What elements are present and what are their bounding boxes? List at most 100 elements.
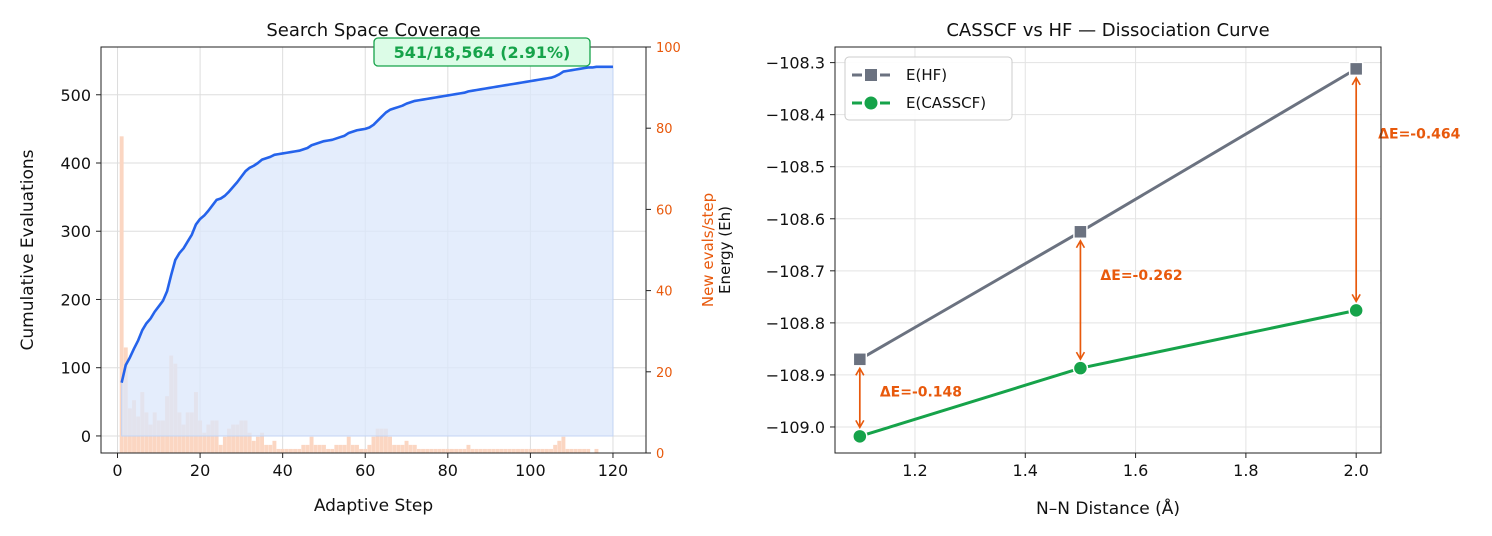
new-evals-bar [499,448,504,453]
new-evals-bar [561,436,566,453]
y2-tick-label: 20 [656,366,673,381]
new-evals-bar [404,440,409,453]
new-evals-bar [363,448,368,453]
x-tick-label: 1.4 [1013,461,1038,480]
y-tick-label: 400 [60,154,91,173]
x-tick-label: 80 [438,461,458,480]
new-evals-bar [383,428,388,453]
new-evals-bar [321,444,326,453]
y2-tick-label: 0 [656,447,664,462]
new-evals-bar [148,424,153,453]
y-tick-label: 0 [81,427,91,446]
new-evals-bar [416,448,421,453]
y-tick-label: 200 [60,290,91,309]
new-evals-bar [466,444,471,453]
y-tick-label: −108.3 [766,54,825,73]
dissociation-title: CASSCF vs HF — Dissociation Curve [946,20,1269,41]
x-tick-label: 60 [355,461,375,480]
x-tick-label: 1.8 [1233,461,1258,480]
new-evals-bar [549,448,553,453]
new-evals-bar [255,436,260,453]
delta-e-label: ΔE=-0.262 [1100,268,1182,284]
coverage-x-label: Adaptive Step [314,496,433,516]
new-evals-bar [288,448,293,453]
new-evals-bar [305,444,310,453]
new-evals-bar [594,448,599,453]
new-evals-bar [408,444,413,453]
new-evals-bar [293,448,298,453]
new-evals-bar [540,448,545,453]
new-evals-bar [462,448,467,453]
new-evals-bar [181,424,186,453]
new-evals-bar [239,420,244,453]
new-evals-bar [511,448,516,453]
new-evals-bar [260,432,264,453]
x-tick-label: 100 [515,461,546,480]
casscf-point [1348,302,1364,319]
y2-tick-label: 40 [656,285,673,300]
new-evals-bar [536,448,541,453]
coverage-chart: 0 20 40 60 80 100 120 0 100 200 300 400 500 0 20 40 60… [18,20,717,516]
x-tick-label: 2.0 [1343,461,1368,480]
coverage-y-label: Cumulative Evaluations [18,149,38,350]
coverage-y-ticks: 0 100 200 300 400 500 [60,86,101,446]
y-tick-label: −108.8 [766,314,825,333]
casscf-point [852,428,868,445]
new-evals-bar [202,432,207,453]
new-evals-bar [355,444,359,453]
new-evals-bar [317,444,322,453]
new-evals-bar [346,436,351,453]
dissociation-plot-frame [834,46,1382,454]
coverage-badge-text: 541/18,564 (2.91%) [394,43,571,62]
new-evals-bar [478,448,483,453]
new-evals-bar [367,444,372,453]
y-tick-label: −108.5 [766,158,825,177]
x-tick-label: 20 [190,461,210,480]
new-evals-bar [334,444,339,453]
new-evals-bar [280,448,285,453]
hf-point [1348,61,1364,77]
y2-tick-label: 100 [656,41,681,56]
y-tick-label: −108.4 [766,106,825,125]
new-evals-bar [297,448,302,453]
new-evals-bar [243,420,248,453]
coverage-title: Search Space Coverage [266,20,480,41]
delta-e-label: ΔE=-0.464 [1378,126,1460,142]
new-evals-bar [379,428,384,453]
y-tick-label: −108.7 [766,262,825,281]
new-evals-bar [276,448,281,453]
new-evals-bar [557,440,562,453]
legend-marker [864,96,878,110]
new-evals-bar [235,424,240,453]
new-evals-bar [301,444,306,453]
new-evals-bar [326,448,331,453]
cumulative-line [120,65,613,384]
new-evals-bar [392,444,397,453]
new-evals-bar [425,448,430,453]
dissociation-series [852,61,1364,445]
new-evals-bar [119,136,124,453]
new-evals-bar [396,444,401,453]
new-evals-bar [214,420,219,453]
new-evals-bar [421,448,426,453]
new-evals-bar [313,444,318,453]
new-evals-bar [400,444,405,453]
x-tick-label: 0 [112,461,122,480]
new-evals-bar [218,444,223,453]
x-tick-label: 120 [598,461,629,480]
new-evals-bar [516,448,520,453]
legend-label: E(CASSCF) [906,94,986,112]
new-evals-bar [388,436,392,453]
new-evals-bar [483,448,487,453]
new-evals-bar [264,444,269,453]
new-evals-bar [231,424,236,453]
new-evals-bar [412,444,417,453]
new-evals-bar [487,448,492,453]
coverage-badge: 541/18,564 (2.91%) [373,37,591,67]
legend-marker [865,69,877,81]
new-evals-bar [206,424,211,453]
y2-tick-label: 60 [656,203,673,218]
dissociation-x-ticks: 1.2 1.4 1.6 1.8 2.0 [902,453,1369,480]
coverage-x-ticks: 0 20 40 60 80 100 120 [112,453,628,480]
new-evals-bar [491,448,496,453]
